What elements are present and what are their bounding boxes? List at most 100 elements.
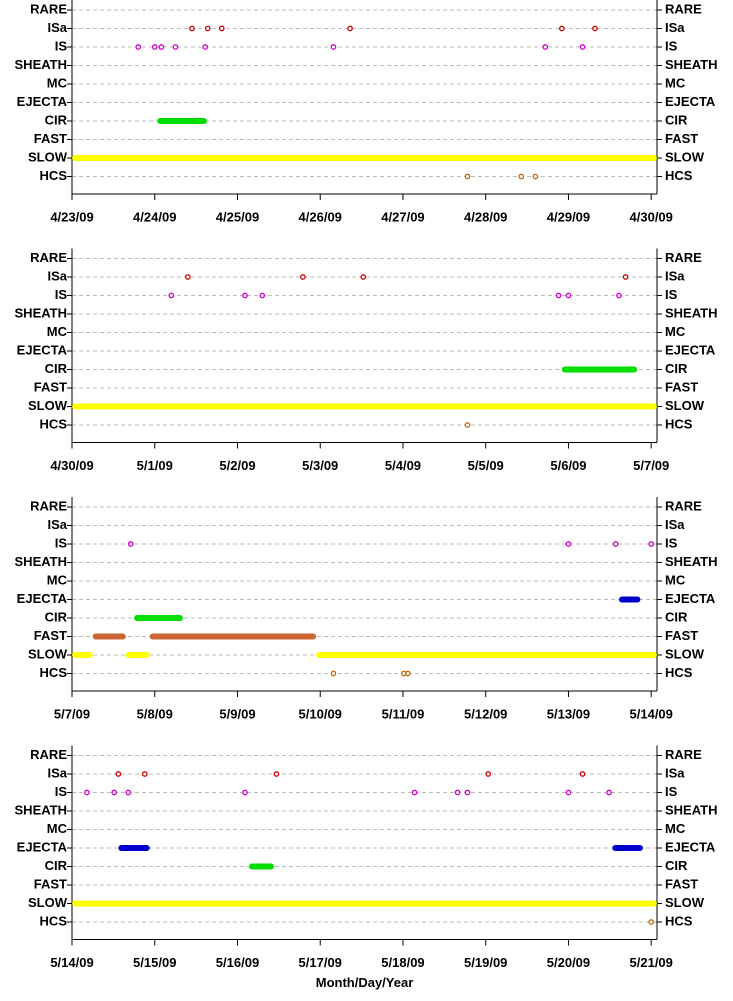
- y-tick-label: MC: [47, 75, 68, 90]
- x-tick-label: 4/29/09: [547, 209, 590, 224]
- y-tick-label: SHEATH: [15, 305, 67, 320]
- y2-tick-label: HCS: [665, 416, 693, 431]
- y-tick-label: EJECTA: [17, 342, 68, 357]
- y2-tick-label: SHEATH: [665, 802, 717, 817]
- y2-tick-label: RARE: [665, 250, 702, 265]
- y2-tick-label: RARE: [665, 498, 702, 513]
- point: [273, 771, 280, 777]
- point: [648, 919, 655, 925]
- point: [141, 771, 148, 777]
- point: [532, 173, 539, 180]
- point: [135, 44, 142, 50]
- point: [360, 274, 367, 280]
- point: [518, 173, 525, 180]
- y2-tick-label: RARE: [665, 747, 702, 762]
- y2-tick-label: CIR: [665, 112, 688, 127]
- point: [168, 292, 175, 299]
- y-tick-label: FAST: [34, 379, 67, 394]
- y2-tick-label: SLOW: [665, 646, 705, 661]
- point: [242, 789, 248, 796]
- run: [618, 596, 641, 603]
- y2-tick-label: HCS: [665, 913, 693, 928]
- y2-tick-label: ISa: [665, 517, 685, 532]
- x-tick-label: 5/10/09: [299, 706, 342, 721]
- x-tick-label: 4/23/09: [50, 209, 93, 224]
- x-tick-label: 5/19/09: [464, 955, 507, 970]
- x-tick-label: 4/26/09: [299, 209, 342, 224]
- y-tick-label: SHEATH: [15, 57, 67, 72]
- point: [405, 670, 411, 677]
- point: [184, 274, 191, 280]
- point: [300, 274, 306, 280]
- run: [118, 845, 150, 851]
- y-tick-label: IS: [55, 287, 68, 302]
- x-tick-label: 5/3/09: [302, 458, 338, 473]
- y-tick-label: SHEATH: [15, 802, 67, 817]
- y-tick-label: SLOW: [28, 398, 68, 413]
- y2-tick-label: RARE: [665, 1, 702, 16]
- y2-tick-label: FAST: [665, 876, 698, 891]
- y-tick-label: EJECTA: [17, 94, 68, 109]
- y-tick-label: MC: [47, 572, 68, 587]
- x-tick-label: 5/5/09: [468, 458, 504, 473]
- y-tick-label: SLOW: [28, 149, 68, 164]
- y-tick-label: CIR: [45, 361, 68, 376]
- point: [125, 789, 132, 796]
- point: [485, 771, 492, 777]
- point: [347, 25, 353, 32]
- x-tick-label: 5/2/09: [219, 458, 255, 473]
- x-tick-label: 5/7/09: [633, 458, 669, 473]
- y2-tick-label: FAST: [665, 379, 698, 394]
- y-tick-label: HCS: [40, 665, 68, 680]
- x-tick-label: 4/30/09: [630, 209, 673, 224]
- point: [330, 44, 337, 50]
- point: [464, 422, 471, 428]
- point: [542, 44, 549, 50]
- y-tick-label: ISa: [47, 20, 67, 35]
- run: [134, 615, 183, 621]
- y2-tick-label: MC: [665, 324, 686, 339]
- point: [648, 541, 655, 547]
- run: [612, 845, 643, 851]
- y2-tick-label: IS: [665, 535, 678, 550]
- y-tick-label: MC: [47, 821, 68, 836]
- y2-tick-label: EJECTA: [665, 342, 716, 357]
- y-tick-label: CIR: [45, 858, 68, 873]
- y-tick-label: EJECTA: [17, 591, 68, 606]
- x-tick-label: 4/24/09: [133, 209, 176, 224]
- x-tick-label: 5/14/09: [630, 706, 673, 721]
- point: [172, 44, 179, 50]
- x-tick-label: 5/16/09: [216, 955, 259, 970]
- y2-tick-label: MC: [665, 572, 686, 587]
- x-tick-label: 5/9/09: [219, 706, 255, 721]
- point: [242, 292, 248, 299]
- point: [616, 292, 622, 299]
- y2-tick-label: HCS: [665, 168, 693, 183]
- y-tick-label: FAST: [34, 628, 67, 643]
- point: [202, 44, 209, 50]
- y2-tick-label: ISa: [665, 20, 685, 35]
- y-tick-label: MC: [47, 324, 68, 339]
- y2-tick-label: ISa: [665, 765, 685, 780]
- y2-tick-label: IS: [665, 784, 678, 799]
- y2-tick-label: IS: [665, 287, 678, 302]
- point: [259, 292, 266, 299]
- run: [125, 652, 150, 658]
- x-tick-label: 5/21/09: [630, 955, 673, 970]
- y-tick-label: HCS: [40, 416, 68, 431]
- x-tick-label: 4/30/09: [50, 458, 93, 473]
- y-tick-label: SLOW: [28, 895, 68, 910]
- run: [72, 155, 657, 161]
- y2-tick-label: ISa: [665, 268, 685, 283]
- y2-tick-label: SHEATH: [665, 57, 717, 72]
- y2-tick-label: SHEATH: [665, 554, 717, 569]
- run: [316, 652, 657, 658]
- y-tick-label: ISa: [47, 765, 67, 780]
- run: [157, 118, 207, 124]
- point: [565, 292, 572, 299]
- y-tick-label: IS: [55, 535, 68, 550]
- y-tick-label: CIR: [45, 112, 68, 127]
- y-tick-label: EJECTA: [17, 839, 68, 854]
- y2-tick-label: SLOW: [665, 895, 705, 910]
